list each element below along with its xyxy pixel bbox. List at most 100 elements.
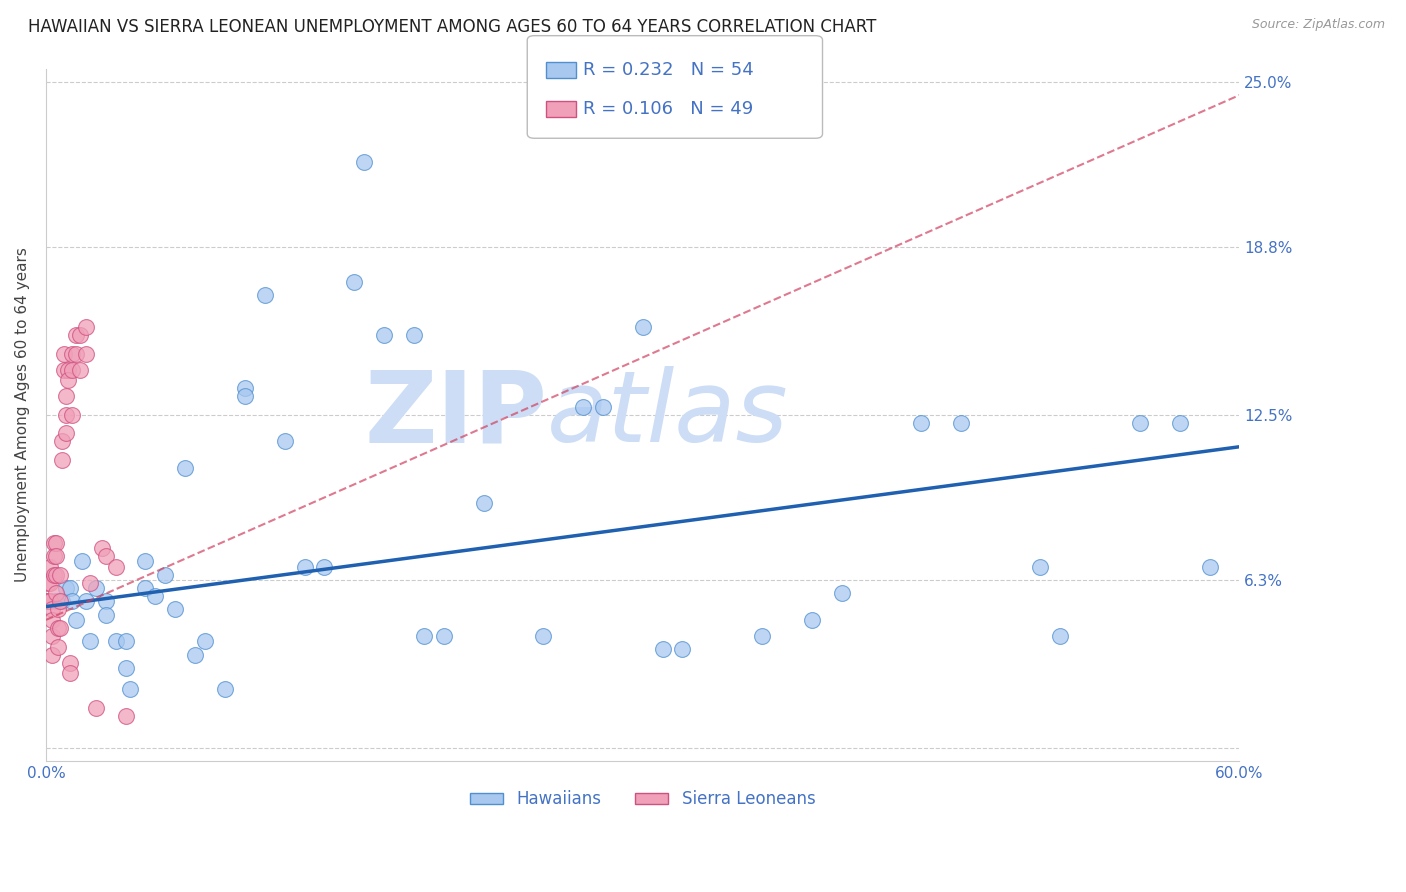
Sierra Leoneans [55, 426, 77, 441]
Hawaiians [472, 496, 495, 510]
Hawaiians [233, 381, 256, 395]
Hawaiians [651, 642, 673, 657]
Sierra Leoneans [39, 559, 62, 574]
Hawaiians [294, 559, 316, 574]
Hawaiians [253, 288, 276, 302]
Hawaiians [94, 607, 117, 622]
Sierra Leoneans [45, 535, 67, 549]
Hawaiians [114, 634, 136, 648]
Sierra Leoneans [37, 575, 59, 590]
Hawaiians [45, 594, 67, 608]
Text: R = 0.106   N = 49: R = 0.106 N = 49 [583, 100, 754, 118]
Sierra Leoneans [37, 594, 59, 608]
Hawaiians [1168, 416, 1191, 430]
Sierra Leoneans [65, 327, 87, 342]
Hawaiians [531, 629, 554, 643]
Text: ZIP: ZIP [364, 367, 547, 463]
Hawaiians [412, 629, 434, 643]
Sierra Leoneans [51, 453, 73, 467]
Hawaiians [70, 554, 93, 568]
Sierra Leoneans [52, 362, 75, 376]
Text: Source: ZipAtlas.com: Source: ZipAtlas.com [1251, 18, 1385, 31]
Sierra Leoneans [42, 549, 65, 563]
Sierra Leoneans [90, 541, 112, 555]
Hawaiians [60, 594, 83, 608]
Sierra Leoneans [49, 621, 72, 635]
Sierra Leoneans [45, 549, 67, 563]
Hawaiians [314, 559, 336, 574]
Hawaiians [631, 319, 654, 334]
Hawaiians [84, 581, 107, 595]
Sierra Leoneans [35, 594, 58, 608]
Sierra Leoneans [51, 434, 73, 449]
Hawaiians [94, 594, 117, 608]
Hawaiians [800, 613, 823, 627]
Hawaiians [145, 589, 167, 603]
Hawaiians [910, 416, 932, 430]
Sierra Leoneans [49, 567, 72, 582]
Hawaiians [572, 400, 595, 414]
Hawaiians [1049, 629, 1071, 643]
Sierra Leoneans [42, 567, 65, 582]
Sierra Leoneans [41, 613, 63, 627]
Sierra Leoneans [94, 549, 117, 563]
Hawaiians [134, 554, 156, 568]
Hawaiians [831, 586, 853, 600]
Sierra Leoneans [69, 362, 91, 376]
Sierra Leoneans [46, 621, 69, 635]
Hawaiians [114, 661, 136, 675]
Hawaiians [104, 634, 127, 648]
Sierra Leoneans [55, 408, 77, 422]
Hawaiians [343, 275, 366, 289]
Hawaiians [433, 629, 456, 643]
Sierra Leoneans [104, 559, 127, 574]
Hawaiians [59, 581, 82, 595]
Sierra Leoneans [75, 346, 97, 360]
Sierra Leoneans [41, 648, 63, 662]
Hawaiians [79, 634, 101, 648]
Sierra Leoneans [45, 567, 67, 582]
Sierra Leoneans [41, 629, 63, 643]
Sierra Leoneans [60, 362, 83, 376]
Legend: Hawaiians, Sierra Leoneans: Hawaiians, Sierra Leoneans [464, 784, 823, 815]
Sierra Leoneans [79, 575, 101, 590]
Sierra Leoneans [42, 535, 65, 549]
Hawaiians [592, 400, 614, 414]
Hawaiians [233, 389, 256, 403]
Text: atlas: atlas [547, 367, 789, 463]
Sierra Leoneans [39, 575, 62, 590]
Sierra Leoneans [60, 346, 83, 360]
Hawaiians [671, 642, 693, 657]
Hawaiians [402, 327, 425, 342]
Sierra Leoneans [84, 701, 107, 715]
Hawaiians [1129, 416, 1152, 430]
Y-axis label: Unemployment Among Ages 60 to 64 years: Unemployment Among Ages 60 to 64 years [15, 247, 30, 582]
Hawaiians [214, 682, 236, 697]
Hawaiians [273, 434, 295, 449]
Hawaiians [1198, 559, 1220, 574]
Sierra Leoneans [60, 408, 83, 422]
Hawaiians [118, 682, 141, 697]
Hawaiians [155, 567, 177, 582]
Hawaiians [174, 461, 197, 475]
Sierra Leoneans [41, 602, 63, 616]
Hawaiians [1029, 559, 1052, 574]
Sierra Leoneans [39, 594, 62, 608]
Hawaiians [353, 154, 375, 169]
Hawaiians [751, 629, 773, 643]
Sierra Leoneans [56, 373, 79, 387]
Hawaiians [165, 602, 187, 616]
Hawaiians [373, 327, 395, 342]
Hawaiians [51, 594, 73, 608]
Sierra Leoneans [65, 346, 87, 360]
Hawaiians [75, 594, 97, 608]
Sierra Leoneans [52, 346, 75, 360]
Hawaiians [949, 416, 972, 430]
Text: R = 0.232   N = 54: R = 0.232 N = 54 [583, 62, 754, 79]
Hawaiians [134, 581, 156, 595]
Sierra Leoneans [55, 389, 77, 403]
Sierra Leoneans [75, 319, 97, 334]
Sierra Leoneans [59, 666, 82, 681]
Sierra Leoneans [46, 602, 69, 616]
Sierra Leoneans [114, 708, 136, 723]
